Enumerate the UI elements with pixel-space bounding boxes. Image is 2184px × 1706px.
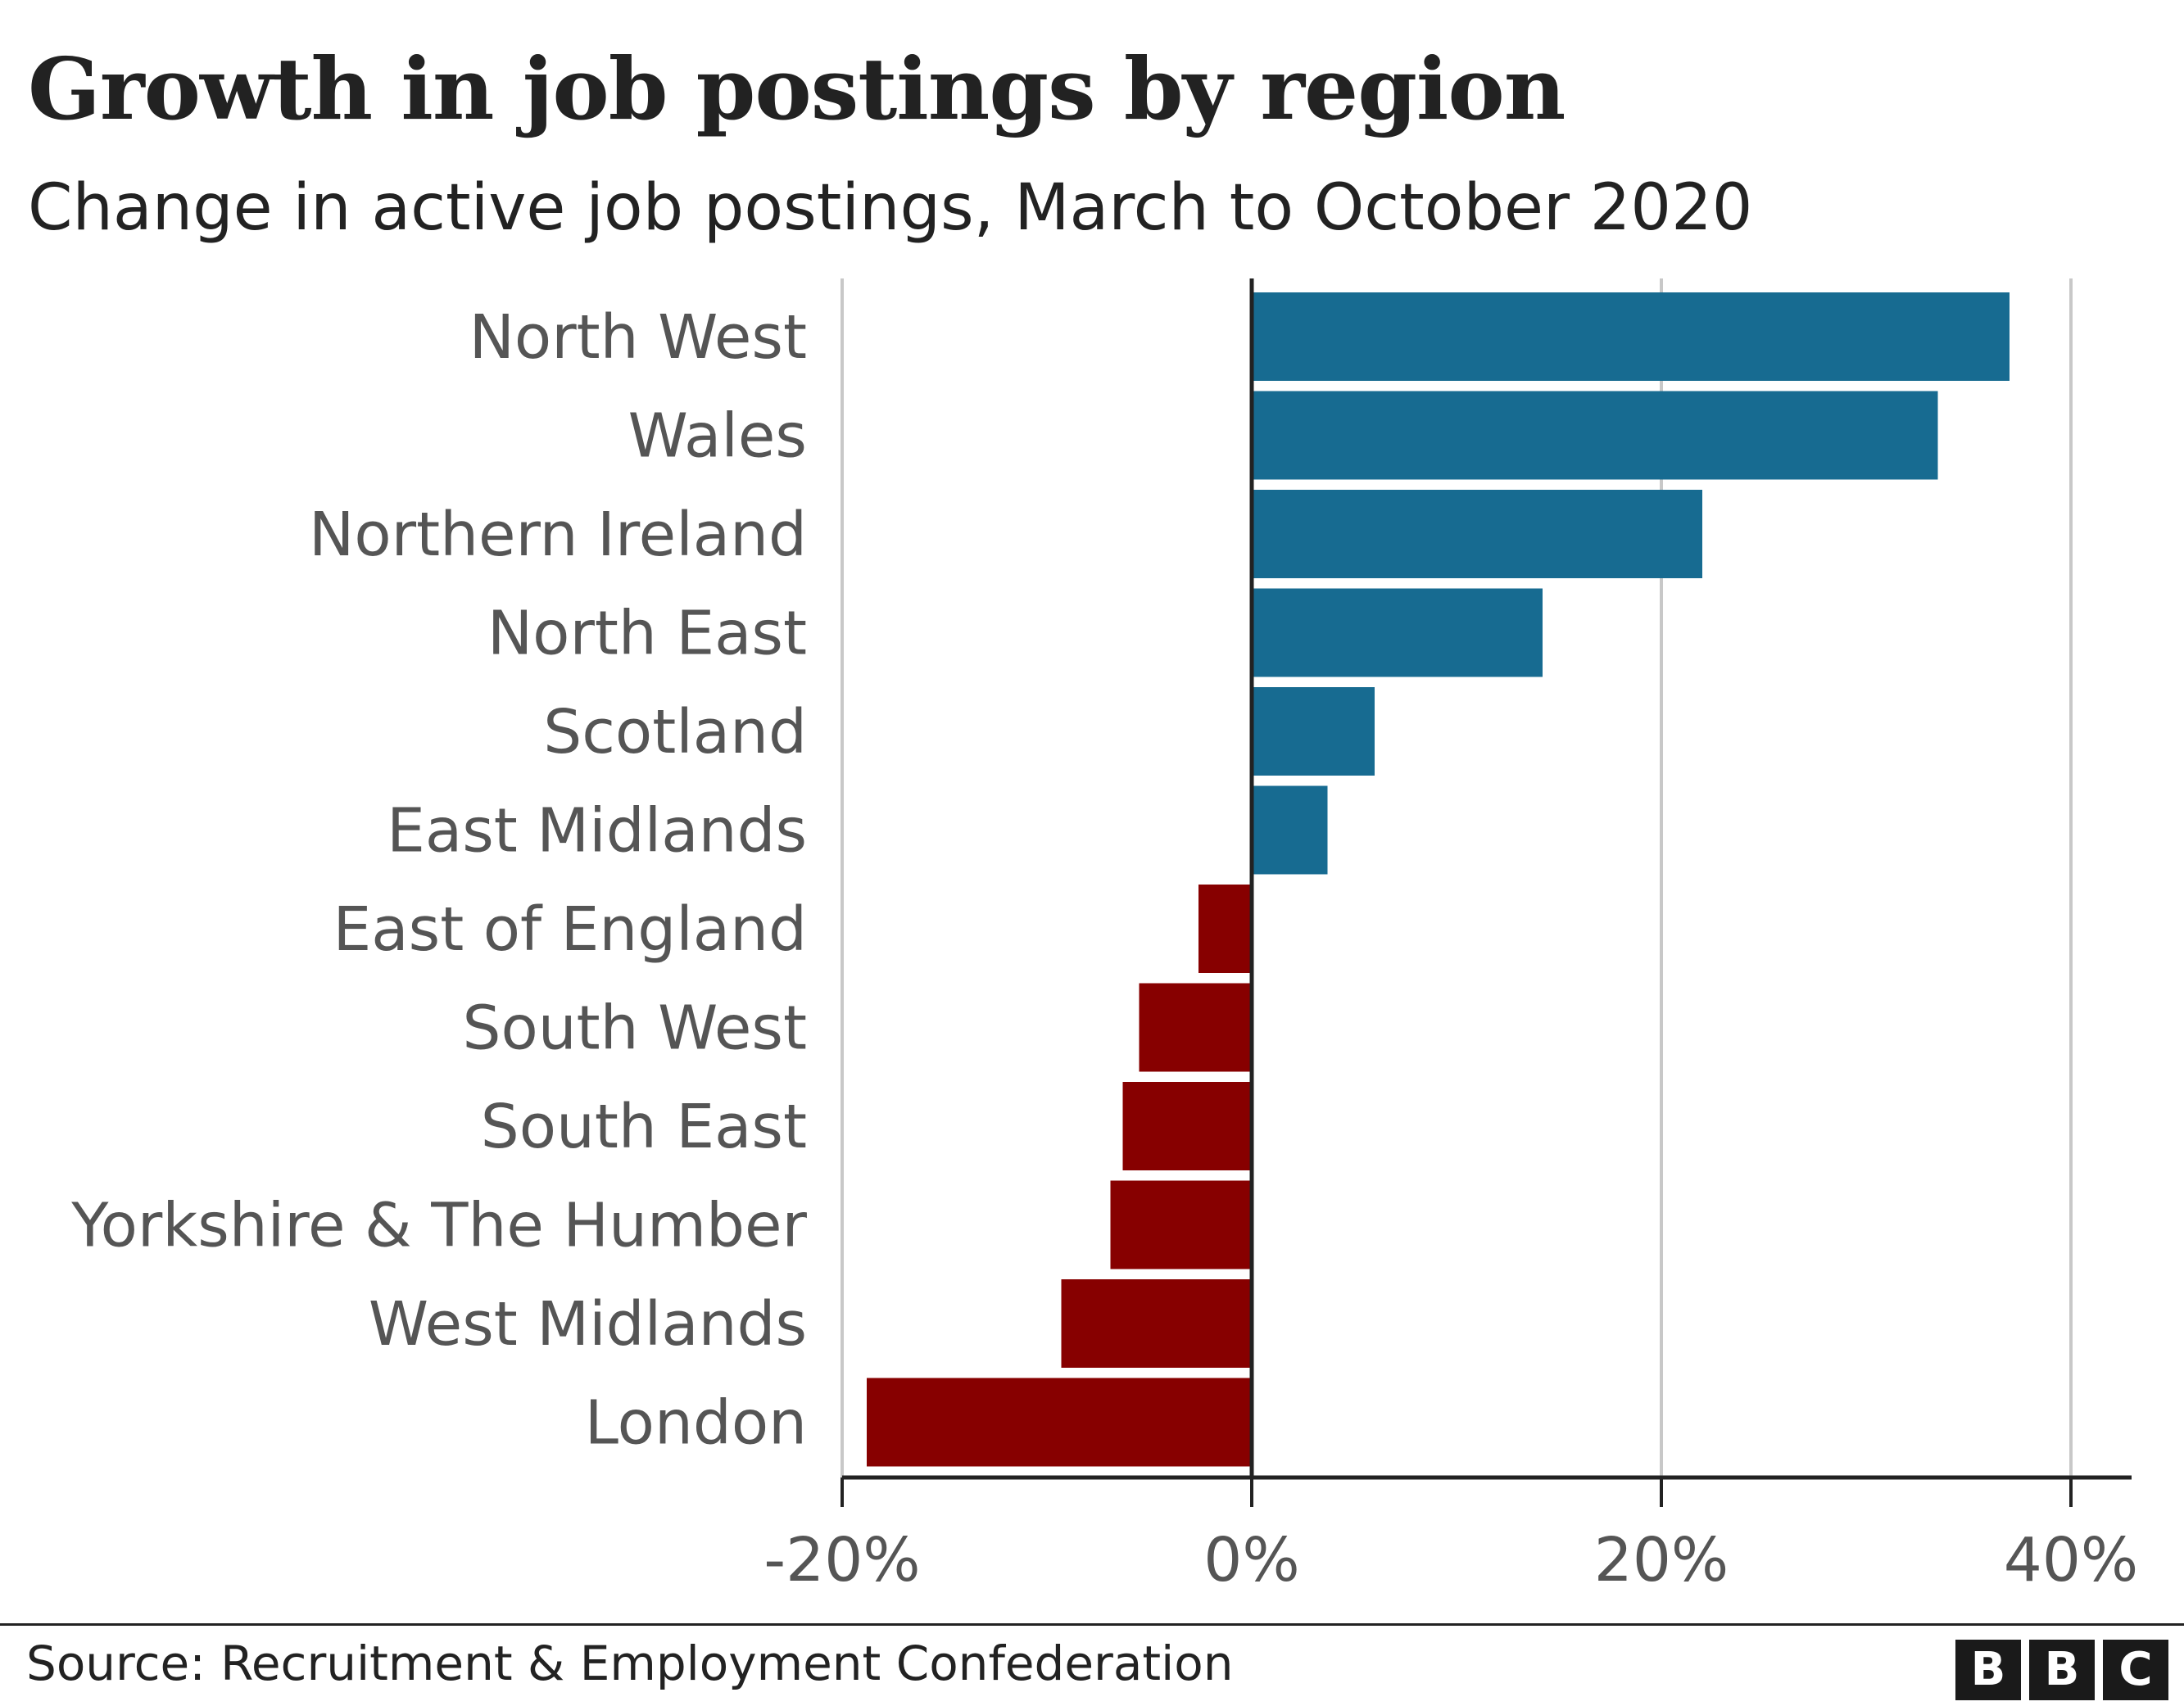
category-label-4: Scotland — [543, 697, 807, 767]
x-tick-label-1: 0% — [1203, 1525, 1299, 1595]
chart-subtitle: Change in active job postings, March to … — [28, 171, 1753, 245]
logo-letter-c: C — [2103, 1640, 2168, 1700]
bar-1 — [1252, 391, 1938, 480]
category-label-11: London — [585, 1388, 807, 1459]
bar-8 — [1122, 1082, 1252, 1170]
bar-9 — [1110, 1180, 1252, 1269]
source-note: Source: Recruitment & Employment Confede… — [26, 1636, 1234, 1691]
footer-divider — [0, 1623, 2184, 1626]
bar-4 — [1252, 687, 1375, 776]
bbc-logo: B B C — [1955, 1640, 2168, 1700]
category-label-6: East of England — [333, 894, 807, 965]
logo-letter-b1: B — [1955, 1640, 2021, 1700]
category-label-7: South West — [462, 993, 807, 1064]
x-tick-label-3: 40% — [2004, 1525, 2138, 1595]
category-label-2: Northern Ireland — [309, 500, 807, 570]
bar-7 — [1139, 983, 1252, 1072]
category-label-10: West Midlands — [369, 1289, 807, 1360]
logo-letter-b2: B — [2029, 1640, 2095, 1700]
category-label-8: South East — [481, 1092, 807, 1162]
bar-11 — [867, 1378, 1252, 1467]
bar-0 — [1252, 292, 2010, 381]
bar-10 — [1061, 1279, 1252, 1368]
bar-3 — [1252, 588, 1543, 677]
x-tick-label-2: 20% — [1594, 1525, 1729, 1595]
category-label-1: Wales — [628, 401, 807, 472]
x-tick-label-0: -20% — [763, 1525, 920, 1595]
category-label-9: Yorkshire & The Humber — [70, 1191, 807, 1261]
category-label-3: North East — [487, 599, 807, 669]
bar-chart: North West Wales Northern Ireland North Eas… — [70, 278, 2138, 1595]
bar-2 — [1252, 490, 1702, 578]
category-label-5: East Midlands — [387, 796, 807, 867]
category-label-0: North West — [469, 302, 807, 373]
bar-5 — [1252, 785, 1328, 875]
bar-6 — [1198, 885, 1252, 973]
chart-title: Growth in job postings by region — [28, 38, 1566, 139]
